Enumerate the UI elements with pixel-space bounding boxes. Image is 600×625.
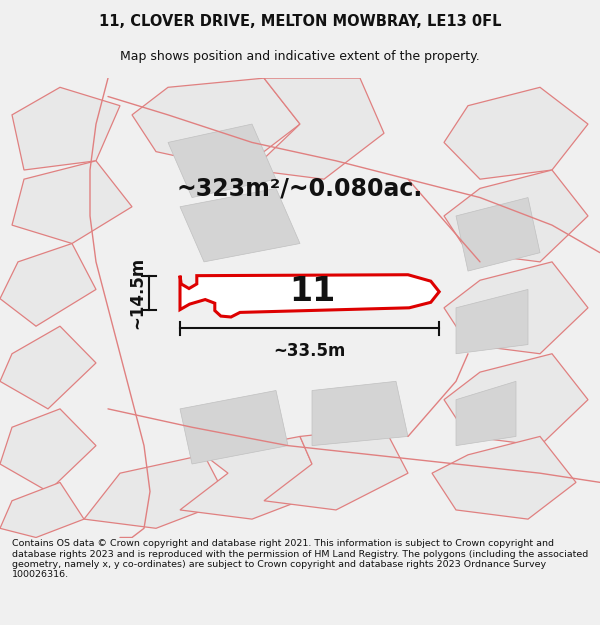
- Polygon shape: [180, 275, 439, 317]
- Polygon shape: [456, 381, 516, 446]
- Polygon shape: [84, 455, 228, 528]
- Polygon shape: [180, 188, 300, 262]
- Polygon shape: [432, 436, 576, 519]
- Polygon shape: [180, 391, 288, 464]
- Polygon shape: [264, 428, 408, 510]
- Text: Map shows position and indicative extent of the property.: Map shows position and indicative extent…: [120, 50, 480, 62]
- Text: ~14.5m: ~14.5m: [128, 256, 146, 329]
- Text: ~33.5m: ~33.5m: [274, 342, 346, 360]
- Polygon shape: [444, 354, 588, 446]
- Polygon shape: [312, 381, 408, 446]
- Polygon shape: [12, 161, 132, 244]
- Polygon shape: [456, 198, 540, 271]
- Text: 11, CLOVER DRIVE, MELTON MOWBRAY, LE13 0FL: 11, CLOVER DRIVE, MELTON MOWBRAY, LE13 0…: [99, 14, 501, 29]
- Polygon shape: [0, 326, 96, 409]
- Polygon shape: [0, 409, 96, 491]
- Polygon shape: [0, 482, 84, 538]
- Polygon shape: [0, 244, 96, 326]
- Text: ~323m²/~0.080ac.: ~323m²/~0.080ac.: [177, 176, 423, 201]
- Polygon shape: [444, 262, 588, 354]
- Polygon shape: [12, 88, 120, 170]
- Polygon shape: [456, 289, 528, 354]
- Polygon shape: [444, 88, 588, 179]
- Polygon shape: [168, 124, 276, 198]
- Text: Contains OS data © Crown copyright and database right 2021. This information is : Contains OS data © Crown copyright and d…: [12, 539, 588, 579]
- Polygon shape: [252, 78, 384, 179]
- Polygon shape: [444, 170, 588, 262]
- Text: 11: 11: [289, 275, 335, 308]
- Polygon shape: [180, 436, 324, 519]
- Polygon shape: [132, 78, 300, 170]
